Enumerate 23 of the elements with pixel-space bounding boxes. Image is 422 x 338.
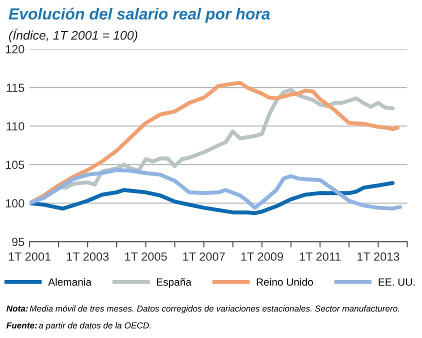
legend-label: EE. UU. <box>378 278 415 286</box>
x-tick-label: 1T 2005 <box>125 252 167 261</box>
x-tick-label: 1T 2003 <box>66 252 109 261</box>
y-tick-label: 120 <box>6 45 24 54</box>
chart-title: Evolución del salario real por hora <box>8 8 270 23</box>
x-tick-label: 1T 2013 <box>358 252 400 261</box>
x-tick-label: 1T 2001 <box>8 252 51 261</box>
line-series <box>30 168 402 210</box>
x-tick-label: 1T 2011 <box>300 252 341 261</box>
legend-label: España <box>156 278 192 288</box>
source-note: Fuente: a partir de datos de la OECD. <box>6 322 150 330</box>
text: Nota: Media móvil de tres meses. Datos corregidos de variaciones estacionales. Sector manufacturero. <box>6 305 399 314</box>
legend-label: Alemania <box>48 278 92 286</box>
y-tick-label: 105 <box>6 160 24 169</box>
legend-label: Reino Unido <box>256 278 313 286</box>
x-tick-label: 1T 2009 <box>241 252 283 261</box>
line-series <box>30 181 395 216</box>
chart-subtitle: (Índice, 1T 2001 = 100) <box>9 28 138 42</box>
y-tick-label: 115 <box>6 84 24 92</box>
y-tick-label: 95 <box>12 238 24 246</box>
x-tick-label: 1T 2007 <box>183 252 225 261</box>
y-tick-label: 110 <box>6 122 24 130</box>
y-tick-label: 100 <box>6 199 24 208</box>
